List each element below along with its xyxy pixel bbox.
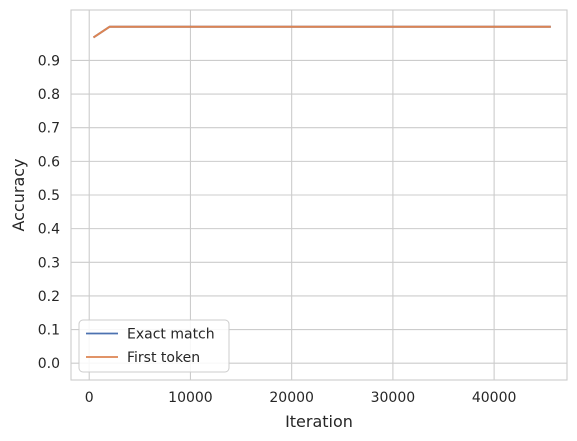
y-tick-label: 0.9 bbox=[38, 53, 60, 69]
y-tick-label: 0.3 bbox=[38, 255, 60, 271]
x-tick-label: 30000 bbox=[371, 390, 416, 406]
x-axis-label: Iteration bbox=[285, 412, 353, 431]
series-line-first-token bbox=[92, 25, 551, 39]
x-tick-label: 20000 bbox=[269, 390, 314, 406]
x-tick-label: 40000 bbox=[472, 390, 517, 406]
y-tick-label: 0.7 bbox=[38, 121, 60, 137]
series-line-exact-match bbox=[92, 25, 551, 39]
y-tick-label: 0.5 bbox=[38, 188, 60, 204]
y-tick-label: 0.6 bbox=[38, 154, 60, 170]
x-tick-labels: 0 10000 20000 30000 40000 bbox=[85, 390, 517, 406]
x-tick-label: 0 bbox=[85, 390, 94, 406]
plot-frame bbox=[70, 9, 568, 381]
legend-label-exact-match: Exact match bbox=[127, 327, 215, 343]
legend-label-first-token: First token bbox=[127, 350, 200, 366]
y-tick-label: 0.4 bbox=[38, 222, 60, 238]
y-tick-label: 0.1 bbox=[38, 323, 60, 339]
y-tick-label: 0.0 bbox=[38, 356, 60, 372]
y-tick-labels: 0.0 0.1 0.2 0.3 0.4 0.5 0.6 0.7 0.8 0.9 bbox=[38, 53, 60, 372]
y-tick-label: 0.2 bbox=[38, 289, 60, 305]
x-tick-label: 10000 bbox=[168, 390, 213, 406]
y-axis-label: Accuracy bbox=[9, 158, 28, 231]
series-lines bbox=[92, 25, 551, 39]
y-tick-label: 0.8 bbox=[38, 87, 60, 103]
legend: Exact match First token bbox=[78, 319, 230, 373]
